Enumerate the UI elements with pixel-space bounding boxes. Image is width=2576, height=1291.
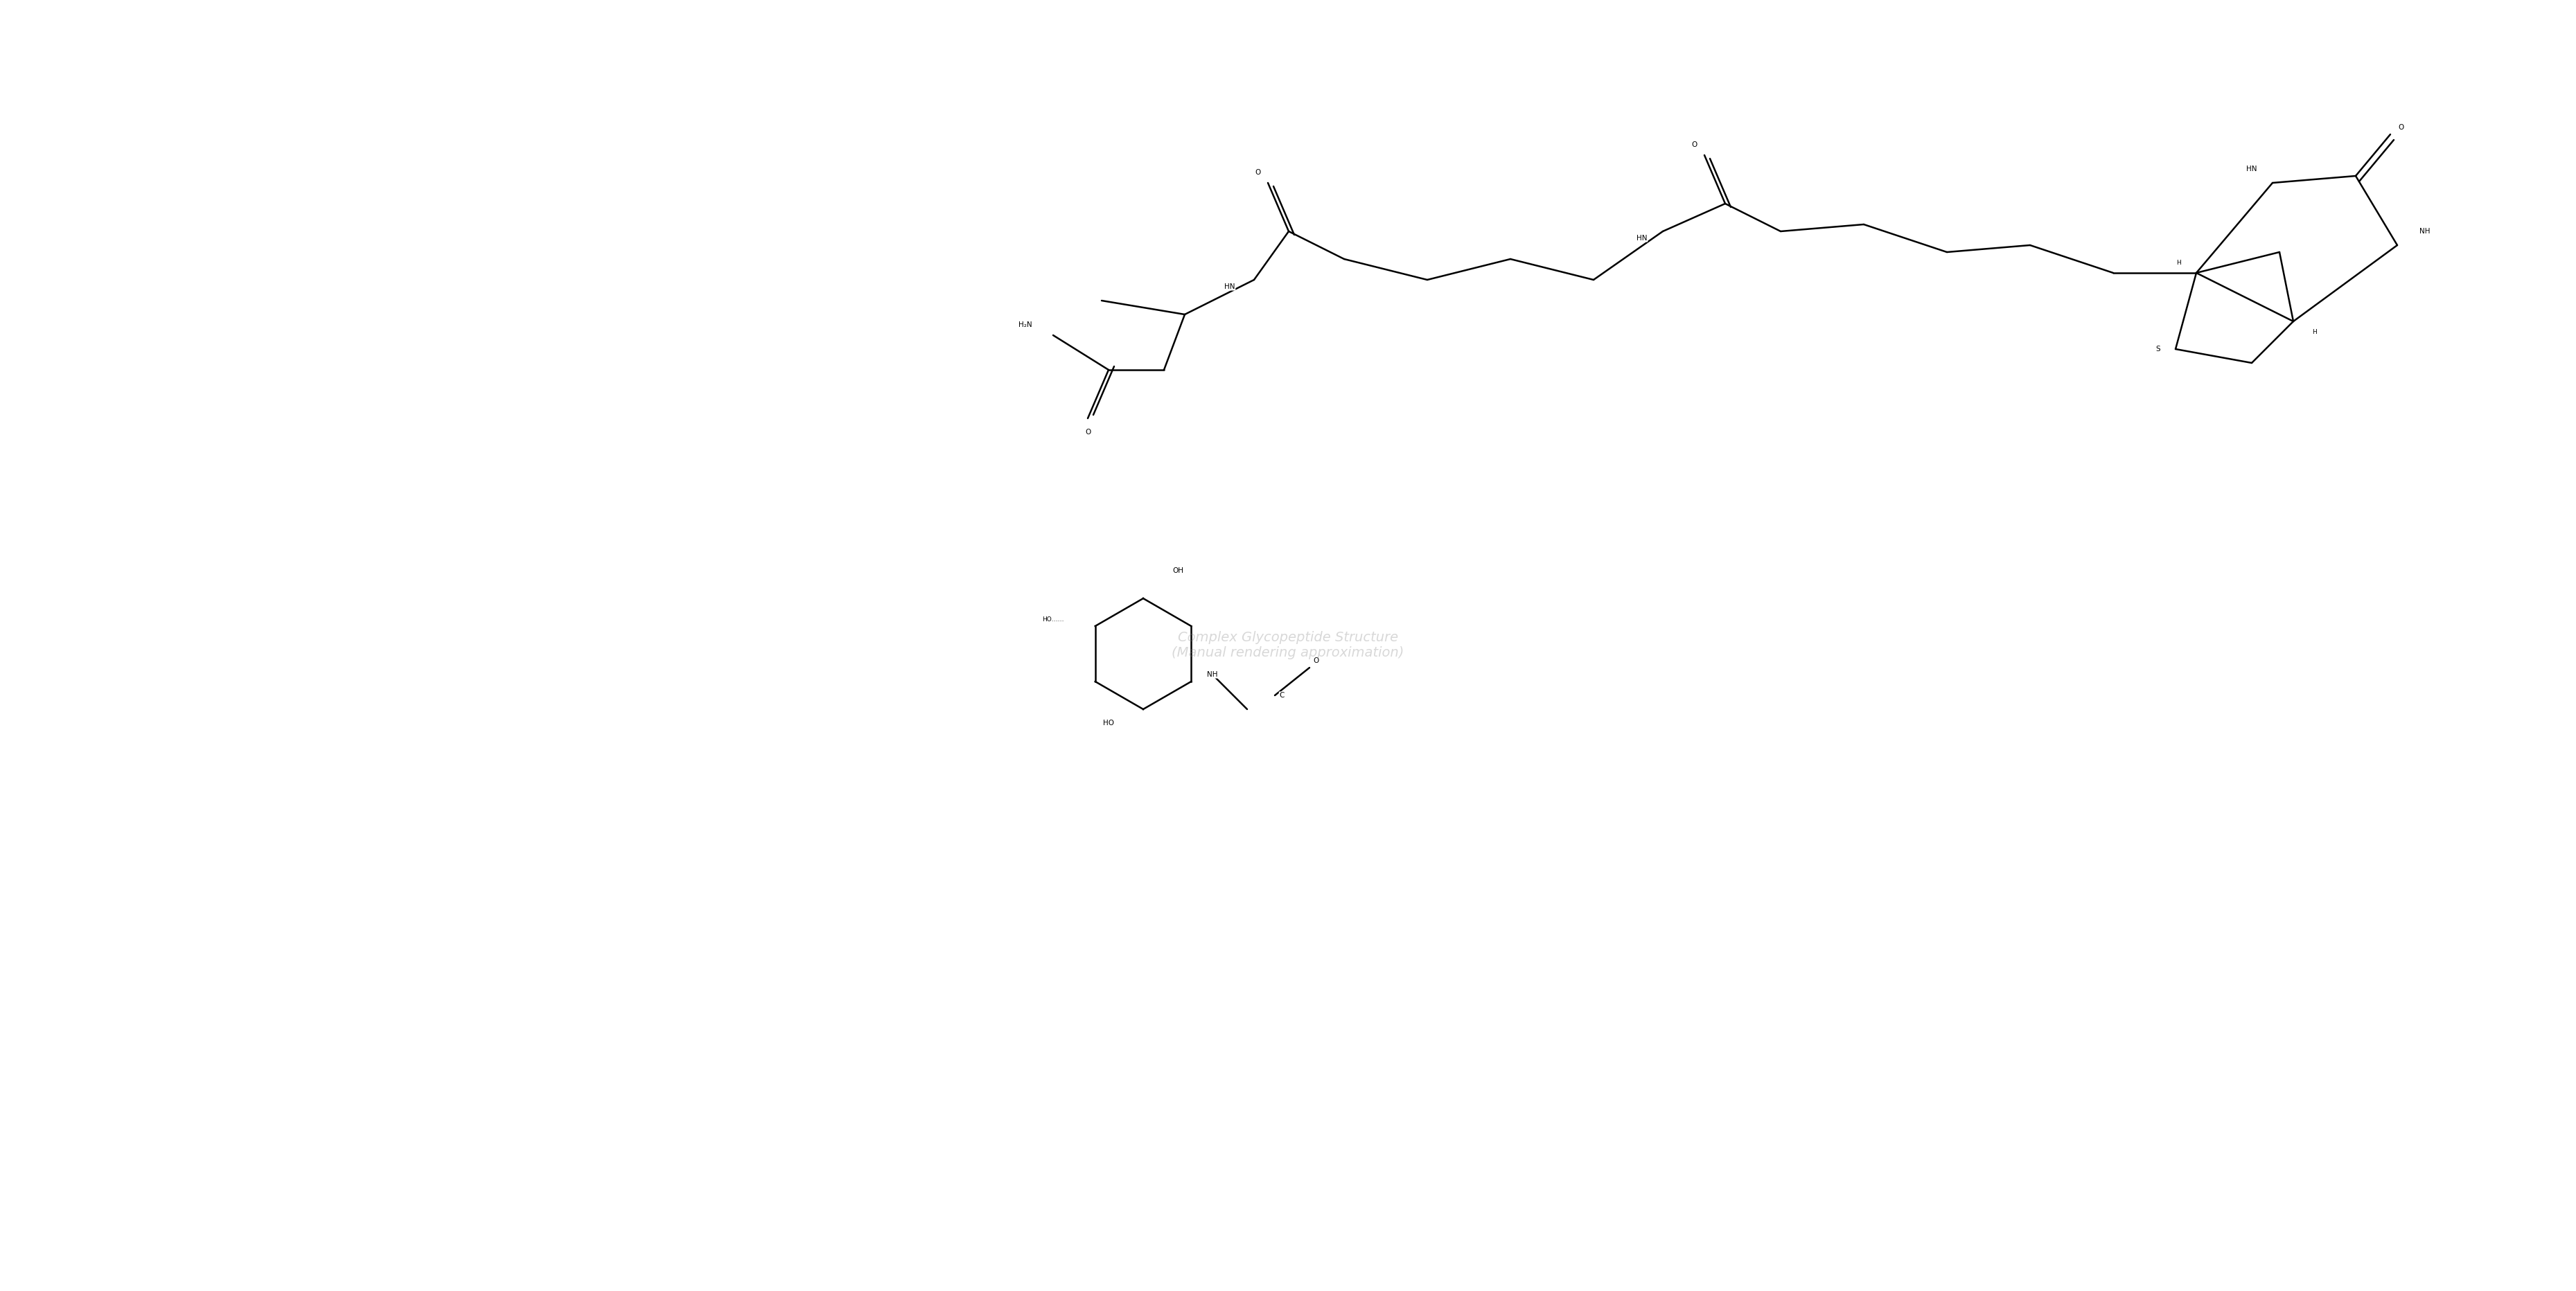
Text: H: H xyxy=(2177,259,2182,266)
Text: HN: HN xyxy=(1636,235,1649,241)
Text: S: S xyxy=(2156,346,2161,352)
Text: HN: HN xyxy=(1224,283,1234,290)
Text: O: O xyxy=(1314,657,1319,664)
Text: HO……: HO…… xyxy=(1043,616,1064,622)
Text: O: O xyxy=(2398,124,2403,130)
Text: O: O xyxy=(1084,429,1090,435)
Text: OH: OH xyxy=(1172,567,1182,574)
Text: Complex Glycopeptide Structure
(Manual rendering approximation): Complex Glycopeptide Structure (Manual r… xyxy=(1172,631,1404,660)
Text: H: H xyxy=(2311,329,2316,334)
Text: NH: NH xyxy=(1208,671,1218,678)
Text: C: C xyxy=(1280,692,1285,698)
Text: H₂N: H₂N xyxy=(1018,321,1033,328)
Text: O: O xyxy=(1255,169,1260,176)
Text: O: O xyxy=(1692,141,1698,148)
Text: HN: HN xyxy=(2246,165,2257,173)
Text: HO: HO xyxy=(1103,719,1113,727)
Text: NH: NH xyxy=(2419,229,2429,235)
